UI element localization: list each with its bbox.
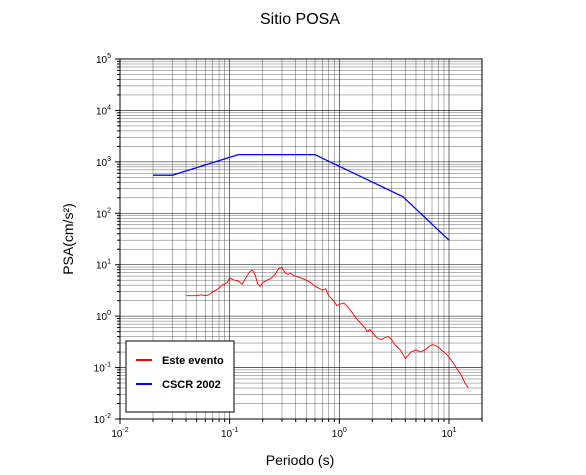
plot-frame <box>119 58 483 420</box>
y-tick-label: 100 <box>96 310 111 323</box>
chart-title: Sitio POSA <box>260 11 340 28</box>
legend-label-este-evento: Este evento <box>162 355 224 367</box>
x-tick-labels: 10-2 10-1 100 101 <box>111 427 456 440</box>
series-line-cscr-2002 <box>153 154 450 241</box>
y-tick-label: 104 <box>96 104 111 117</box>
legend: Este evento CSCR 2002 <box>125 340 235 413</box>
legend-box <box>125 340 235 413</box>
axis-ticks <box>115 58 483 424</box>
grid <box>119 58 483 420</box>
x-tick-label: 10-2 <box>111 427 128 440</box>
y-axis-title: PSA(cm/s²) <box>60 203 76 275</box>
x-tick-label: 100 <box>332 427 347 440</box>
series-line-este-evento <box>186 267 469 389</box>
x-tick-label: 10-1 <box>221 427 238 440</box>
y-tick-label: 10-1 <box>94 362 111 375</box>
y-tick-label: 101 <box>96 259 111 272</box>
x-tick-label: 101 <box>441 427 456 440</box>
legend-label-cscr-2002: CSCR 2002 <box>162 379 221 391</box>
y-tick-label: 105 <box>96 53 111 66</box>
y-tick-labels: 10-2 10-1 100 101 102 103 104 105 <box>94 53 111 426</box>
x-axis-title: Periodo (s) <box>266 452 334 468</box>
y-tick-label: 103 <box>96 156 111 169</box>
y-tick-label: 102 <box>96 207 111 220</box>
y-tick-label: 10-2 <box>94 413 111 426</box>
series-layer <box>153 154 469 389</box>
